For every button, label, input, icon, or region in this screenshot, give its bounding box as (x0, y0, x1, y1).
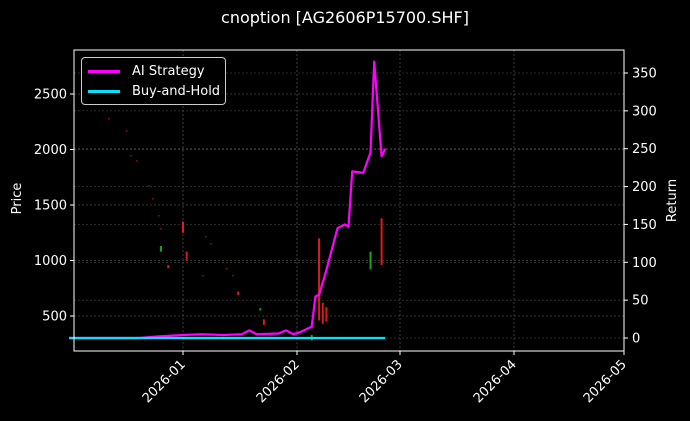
svg-text:200: 200 (632, 180, 657, 195)
legend-item-buy-hold: Buy-and-Hold (88, 82, 220, 100)
svg-text:2026-05: 2026-05 (581, 357, 630, 406)
svg-text:150: 150 (632, 218, 657, 233)
svg-text:0: 0 (632, 332, 640, 347)
y-axis-right-label: Return (665, 179, 680, 222)
legend: AI Strategy Buy-and-Hold (81, 57, 226, 105)
svg-text:300: 300 (632, 104, 657, 119)
svg-text:2026-04: 2026-04 (471, 357, 520, 406)
svg-text:2026-02: 2026-02 (254, 357, 303, 406)
svg-text:500: 500 (42, 310, 67, 325)
svg-text:2026-03: 2026-03 (357, 357, 406, 406)
y-axis-left-label: Price (10, 183, 25, 215)
y-axis-right: 0 50 100 150 200 250 300 350 (624, 67, 657, 347)
plot-frame (73, 49, 625, 352)
price-candles (108, 118, 383, 341)
svg-text:250: 250 (632, 142, 657, 157)
legend-swatch-ai (88, 69, 120, 73)
svg-text:350: 350 (632, 67, 657, 82)
svg-text:2000: 2000 (34, 143, 67, 158)
legend-label-ai: AI Strategy (132, 63, 205, 79)
y-axis-left: 500 1000 1500 2000 2500 (34, 88, 74, 325)
svg-text:50: 50 (632, 294, 649, 309)
svg-text:100: 100 (632, 256, 657, 271)
svg-text:1000: 1000 (34, 254, 67, 269)
legend-item-ai-strategy: AI Strategy (88, 62, 205, 80)
svg-text:1500: 1500 (34, 199, 67, 214)
legend-label-bh: Buy-and-Hold (132, 83, 221, 99)
series-line-ai-strategy (69, 60, 387, 340)
legend-swatch-bh (88, 89, 120, 93)
svg-text:2026-01: 2026-01 (140, 357, 189, 406)
x-axis: 2026-01 2026-02 2026-03 2026-04 2026-05 (140, 351, 630, 406)
chart-title: cnoption [AG2606P15700.SHF] (221, 8, 469, 27)
svg-text:2500: 2500 (34, 88, 67, 103)
